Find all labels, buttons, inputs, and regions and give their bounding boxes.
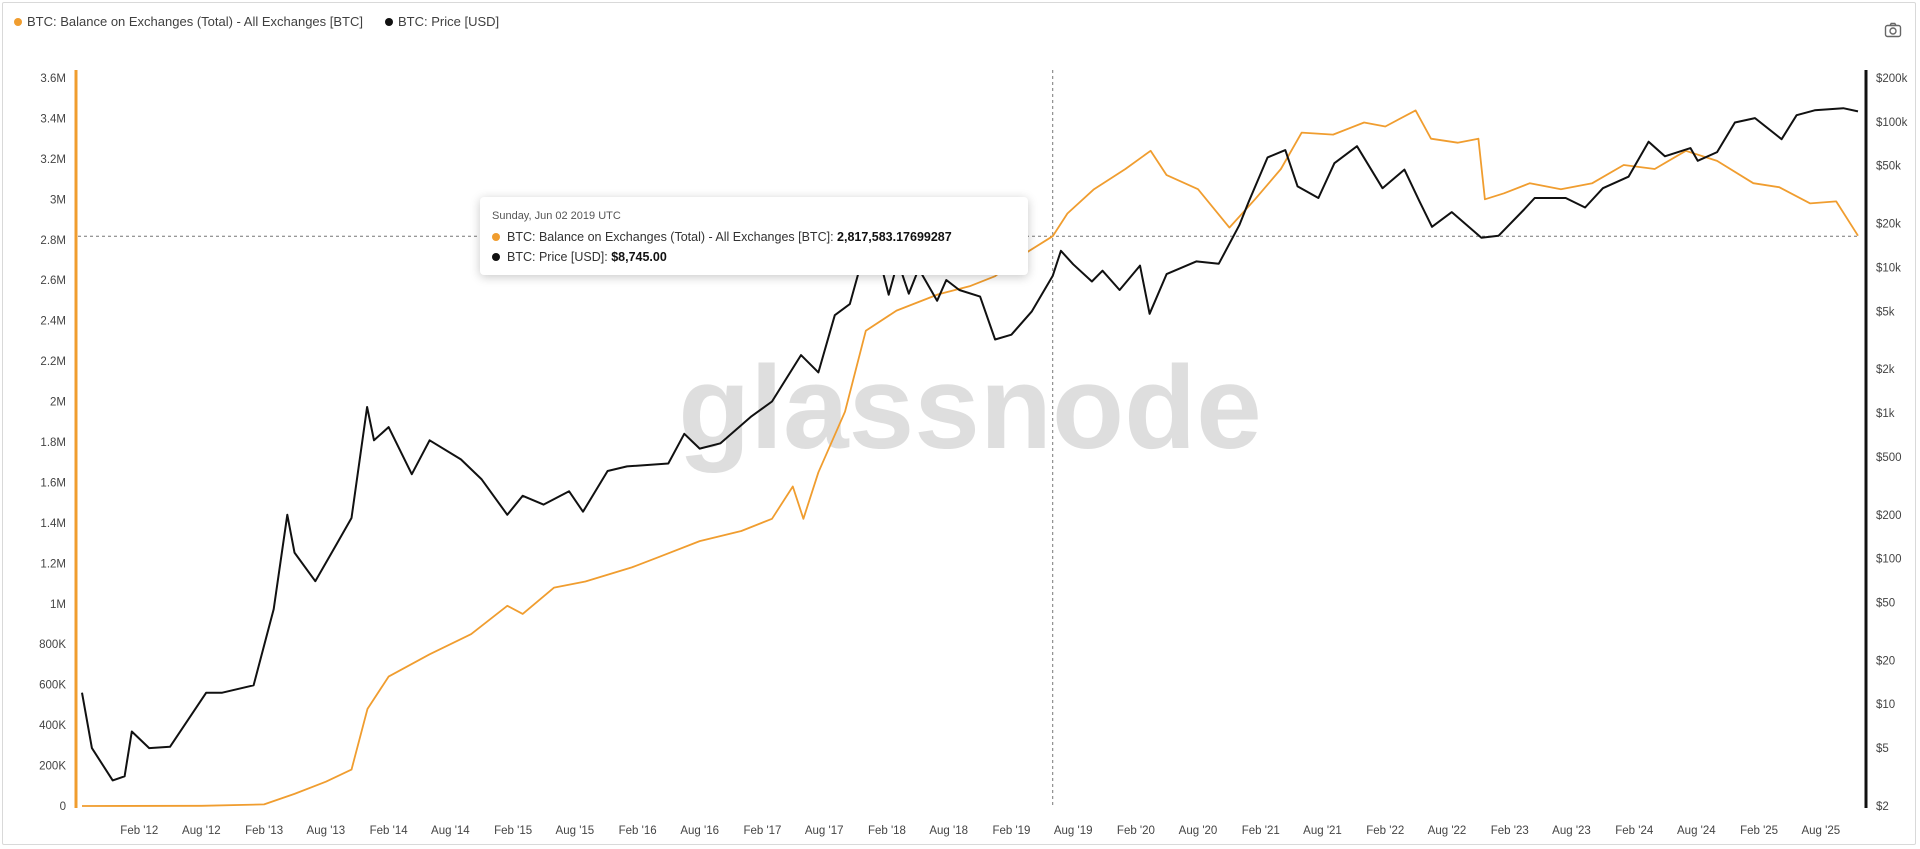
camera-icon[interactable] bbox=[1884, 22, 1902, 38]
x-tick-label: Aug '17 bbox=[805, 825, 844, 837]
x-tick-label: Feb '20 bbox=[1117, 825, 1155, 837]
y-left-tick-label: 3.4M bbox=[40, 113, 66, 125]
y-left-tick-label: 200K bbox=[39, 761, 66, 773]
tooltip-row-price: BTC: Price [USD]: $8,745.00 bbox=[492, 250, 667, 264]
y-left-tick-label: 3M bbox=[50, 194, 66, 206]
x-tick-label: Feb '12 bbox=[120, 825, 158, 837]
y-left-tick-label: 0 bbox=[60, 801, 66, 813]
series-line-price bbox=[81, 107, 1859, 782]
tooltip: Sunday, Jun 02 2019 UTC BTC: Balance on … bbox=[480, 197, 1028, 275]
legend: BTC: Balance on Exchanges (Total) - All … bbox=[14, 14, 499, 29]
y-left-tick-label: 400K bbox=[39, 720, 66, 732]
y-right-tick-label: $200k bbox=[1876, 73, 1908, 85]
legend-dot-icon bbox=[385, 17, 393, 26]
x-tick-label: Feb '19 bbox=[992, 825, 1030, 837]
y-left-tick-label: 3.6M bbox=[40, 73, 66, 85]
x-tick-label: Aug '14 bbox=[431, 825, 470, 837]
y-left-tick-label: 2.4M bbox=[40, 316, 66, 328]
x-tick-label: Feb '21 bbox=[1242, 825, 1280, 837]
series-line-exchange-balance bbox=[81, 109, 1859, 807]
x-tick-label: Aug '19 bbox=[1054, 825, 1093, 837]
x-tick-label: Aug '25 bbox=[1801, 825, 1840, 837]
y-right-tick-label: $10k bbox=[1876, 262, 1901, 274]
y-right-tick-label: $2 bbox=[1876, 801, 1889, 813]
x-tick-label: Feb '13 bbox=[245, 825, 283, 837]
x-tick-label: Aug '18 bbox=[929, 825, 968, 837]
legend-label: BTC: Price [USD] bbox=[398, 14, 500, 29]
y-right-tick-label: $50 bbox=[1876, 597, 1895, 609]
x-tick-label: Aug '20 bbox=[1179, 825, 1218, 837]
y-left-tick-label: 600K bbox=[39, 680, 66, 692]
y-right-tick-label: $20k bbox=[1876, 219, 1901, 231]
y-left-tick-label: 800K bbox=[39, 639, 66, 651]
x-tick-label: Feb '18 bbox=[868, 825, 906, 837]
x-tick-label: Feb '22 bbox=[1366, 825, 1404, 837]
legend-label: BTC: Balance on Exchanges (Total) - All … bbox=[27, 14, 363, 29]
x-tick-label: Aug '12 bbox=[182, 825, 221, 837]
y-right-tick-label: $5 bbox=[1876, 743, 1889, 755]
y-left-tick-label: 2.6M bbox=[40, 275, 66, 287]
y-left-tick-label: 1.8M bbox=[40, 437, 66, 449]
x-tick-label: Aug '16 bbox=[680, 825, 719, 837]
y-right-tick-label: $20 bbox=[1876, 655, 1895, 667]
tooltip-row-balance: BTC: Balance on Exchanges (Total) - All … bbox=[492, 230, 952, 244]
tooltip-label: BTC: Balance on Exchanges (Total) - All … bbox=[507, 230, 838, 244]
y-right-tick-label: $2k bbox=[1876, 364, 1895, 376]
x-tick-label: Aug '23 bbox=[1552, 825, 1591, 837]
y-right-tick-label: $5k bbox=[1876, 306, 1895, 318]
x-tick-label: Feb '24 bbox=[1615, 825, 1654, 837]
y-left-tick-label: 1M bbox=[50, 599, 66, 611]
y-left-tick-label: 2.8M bbox=[40, 235, 66, 247]
y-left-tick-label: 1.4M bbox=[40, 518, 66, 530]
y-left-tick-label: 3.2M bbox=[40, 154, 66, 166]
y-left-tick-label: 2M bbox=[50, 397, 66, 409]
watermark: glassnode bbox=[678, 342, 1262, 474]
x-tick-label: Aug '21 bbox=[1303, 825, 1342, 837]
y-right-tick-label: $200 bbox=[1876, 510, 1902, 522]
y-right-tick-label: $100 bbox=[1876, 554, 1902, 566]
y-left-tick-label: 1.2M bbox=[40, 558, 66, 570]
tooltip-date: Sunday, Jun 02 2019 UTC bbox=[492, 210, 621, 222]
x-tick-label: Feb '15 bbox=[494, 825, 532, 837]
x-tick-label: Aug '15 bbox=[556, 825, 595, 837]
x-tick-label: Feb '17 bbox=[743, 825, 781, 837]
legend-item-exchange-balance[interactable]: BTC: Balance on Exchanges (Total) - All … bbox=[14, 14, 363, 29]
x-tick-label: Aug '22 bbox=[1428, 825, 1467, 837]
y-right-tick-label: $100k bbox=[1876, 117, 1908, 129]
legend-item-price[interactable]: BTC: Price [USD] bbox=[385, 14, 499, 29]
x-tick-label: Feb '23 bbox=[1491, 825, 1529, 837]
y-right-tick-label: $50k bbox=[1876, 161, 1901, 173]
tooltip-value: $8,745.00 bbox=[611, 250, 667, 264]
legend-dot-icon bbox=[14, 17, 22, 26]
tooltip-label: BTC: Price [USD]: bbox=[507, 250, 612, 264]
y-left-tick-label: 1.6M bbox=[40, 477, 66, 489]
x-tick-label: Feb '25 bbox=[1740, 825, 1778, 837]
y-left-tick-label: 2.2M bbox=[40, 356, 66, 368]
x-tick-label: Aug '24 bbox=[1677, 825, 1716, 837]
y-right-tick-label: $1k bbox=[1876, 408, 1895, 420]
tooltip-value: 2,817,583.17699287 bbox=[837, 230, 952, 244]
y-right-tick-label: $10 bbox=[1876, 699, 1895, 711]
tooltip-dot-icon bbox=[492, 233, 500, 241]
y-right-tick-label: $500 bbox=[1876, 452, 1902, 464]
x-tick-label: Feb '16 bbox=[619, 825, 657, 837]
x-tick-label: Feb '14 bbox=[370, 825, 409, 837]
tooltip-dot-icon bbox=[492, 253, 500, 261]
x-tick-label: Aug '13 bbox=[307, 825, 346, 837]
